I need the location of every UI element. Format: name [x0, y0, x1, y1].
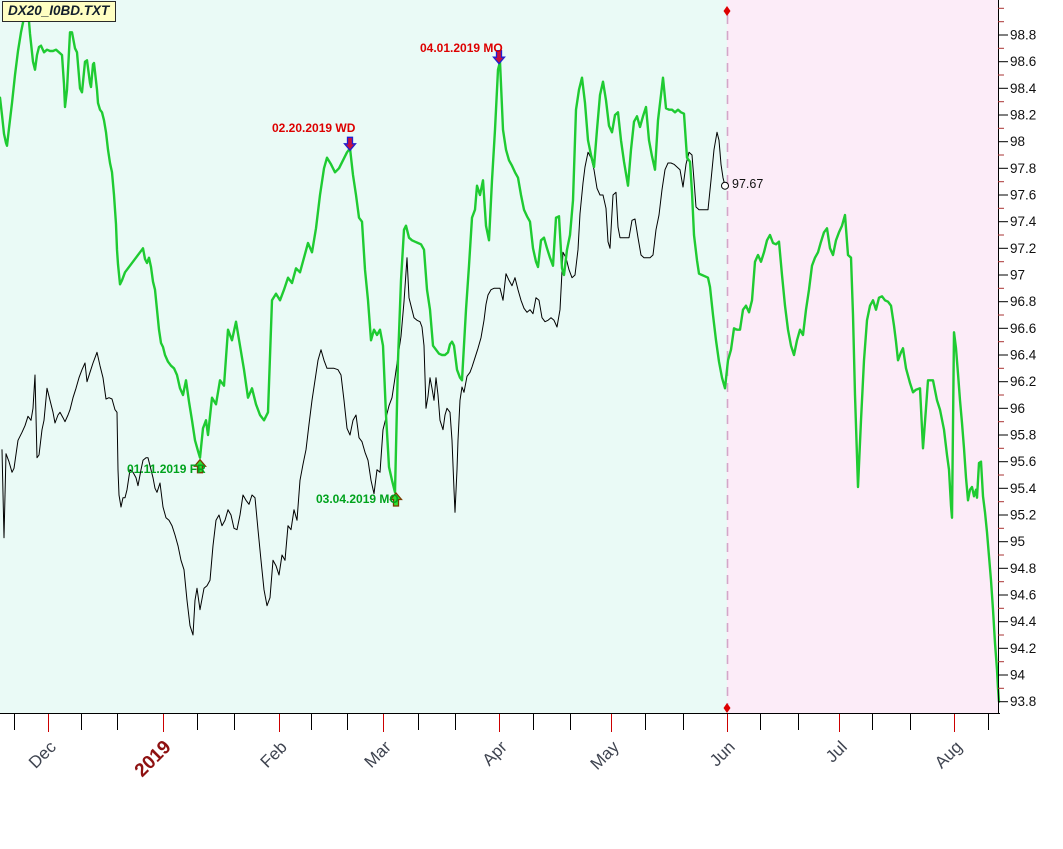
y-axis-label: 98.4	[1010, 81, 1037, 96]
y-axis-label: 94.8	[1010, 561, 1036, 576]
y-axis-label: 94.4	[1010, 614, 1037, 629]
y-axis-label: 97.8	[1010, 161, 1036, 176]
y-axis-label: 98.6	[1010, 54, 1036, 69]
last-price-label: 97.67	[732, 177, 764, 191]
y-axis-label: 96.8	[1010, 294, 1036, 309]
y-axis-label: 98.8	[1010, 28, 1036, 43]
y-axis-label: 95.2	[1010, 508, 1036, 523]
y-axis-label: 97.4	[1010, 214, 1037, 229]
month-label: Aug	[931, 737, 966, 772]
y-axis-label: 97.2	[1010, 241, 1036, 256]
y-axis-label: 94	[1010, 668, 1026, 683]
buy-signal-label: 01.11.2019 FR	[127, 462, 206, 476]
history-region	[0, 0, 727, 713]
year-label: 2019	[131, 737, 176, 782]
y-axis-label: 96	[1010, 401, 1025, 416]
series-black-line[interactable]	[1, 131, 726, 636]
month-label: Jun	[706, 737, 739, 770]
divider-diamond-icon	[723, 703, 731, 713]
y-axis-label: 95.4	[1010, 481, 1037, 496]
y-axis-label: 96.2	[1010, 374, 1036, 389]
y-axis-label: 96.6	[1010, 321, 1036, 336]
chart-title-box[interactable]: DX20_I0BD.TXT	[2, 1, 117, 22]
y-axis-label: 98	[1010, 134, 1025, 149]
y-axis-label: 95	[1010, 534, 1025, 549]
divider-diamond-icon	[723, 6, 731, 16]
y-axis-label: 96.4	[1010, 348, 1037, 363]
series-green-line[interactable]	[0, 7, 1001, 703]
month-label: Feb	[257, 737, 291, 771]
y-axis-label: 94.6	[1010, 588, 1036, 603]
sell-arrow-icon	[343, 136, 357, 152]
buy-arrow-icon	[193, 458, 207, 474]
sell-signal-label: 04.01.2019 MO	[420, 41, 503, 55]
last-price-marker-icon	[721, 181, 729, 190]
month-label: Mar	[361, 737, 395, 771]
y-axis-label: 95.8	[1010, 428, 1036, 443]
y-axis-label: 98.2	[1010, 108, 1036, 123]
month-label: Jul	[822, 737, 851, 766]
y-axis-label: 97.6	[1010, 188, 1036, 203]
y-axis-label: 95.6	[1010, 454, 1036, 469]
y-axis-label: 97	[1010, 268, 1025, 283]
buy-arrow-icon	[389, 491, 403, 507]
buy-signal-label: 03.04.2019 MO	[316, 492, 399, 506]
month-label: Dec	[25, 737, 60, 772]
sell-signal-label: 02.20.2019 WD	[272, 121, 356, 135]
month-label: May	[587, 737, 623, 773]
y-axis-label: 94.2	[1010, 641, 1036, 656]
month-label: Apr	[479, 737, 511, 769]
sell-arrow-icon	[492, 50, 506, 65]
y-axis-label: 93.8	[1010, 694, 1036, 709]
